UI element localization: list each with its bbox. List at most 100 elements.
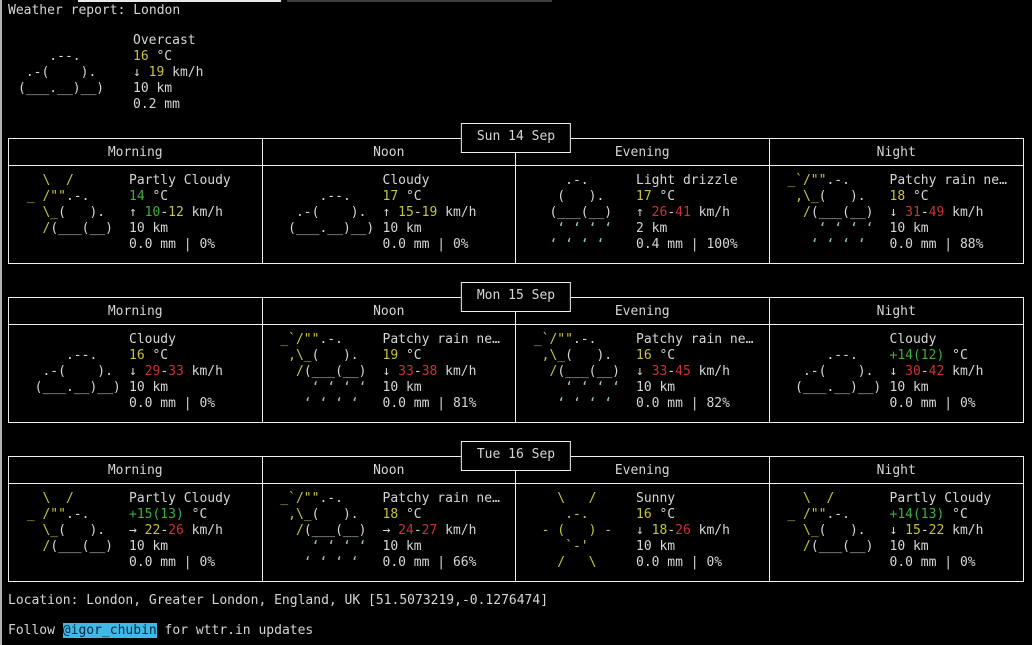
temperature: +14(12) °C: [889, 348, 968, 363]
day-section: Tue 16 Sep Morning Noon Evening Night \ / _ …: [8, 441, 1024, 582]
precipitation: 0.0 mm | 81%: [382, 396, 477, 411]
forecast-cell-info: Patchy rain ne… 19 °C ↓ 33-38 km/h 10 km 0.0…: [383, 332, 500, 422]
follow-prefix: Follow: [8, 623, 63, 638]
forecast-cell: \ / _ /"".-. \_( ). /(___(__) Partly Clo…: [770, 484, 1024, 581]
patchy-rain-icon: _`/"".-. ,\_( ). /(___(__) ‘ ‘ ‘ ‘ ‘ ‘ ‘…: [272, 491, 367, 570]
current-precipitation: 0.2 mm: [133, 97, 180, 112]
temperature: 17 °C: [382, 189, 422, 204]
condition-text: Partly Cloudy: [129, 173, 231, 188]
forecast-cell: \ / .-. - ( ) - `-' / \ Sunny 16 °C ↓ 18-26…: [516, 484, 770, 581]
current-conditions: .--. .-( ). (___.__)__) Overcast 16 °C ↓…: [18, 33, 1032, 113]
current-wind: ↓ 19 km/h: [133, 65, 204, 80]
period-header-night: Night: [769, 457, 1023, 484]
forecast-table: Morning Noon Evening Night \ / _ /"".-. \_(…: [8, 456, 1024, 582]
period-header-night: Night: [769, 139, 1023, 166]
wind: ↓ 15-22 km/h: [889, 523, 984, 538]
forecast-days: Sun 14 Sep Morning Noon Evening Night \ / _ …: [0, 123, 1032, 582]
period-header-evening: Evening: [516, 457, 770, 484]
condition-text: Cloudy: [382, 173, 430, 188]
wind: ↓ 33-38 km/h: [382, 364, 477, 379]
forecast-cell-info: Partly Cloudy +15(13) °C → 22-26 km/h 10 km…: [129, 491, 231, 581]
forecast-cell-info: Cloudy 17 °C ↑ 15-19 km/h 10 km 0.0 mm | 0%: [383, 173, 477, 263]
forecast-cell-info: Partly Cloudy 14 °C ↑ 10-12 km/h 10 km 0.0 m…: [129, 173, 231, 263]
visibility: 10 km: [382, 380, 422, 395]
forecast-cell: \ / _ /"".-. \_( ). /(___(__) Partly Clo…: [9, 166, 263, 263]
temperature: +14(13) °C: [889, 507, 968, 522]
visibility: 10 km: [129, 380, 169, 395]
follow-suffix: for wttr.in updates: [156, 623, 314, 638]
wind: ↑ 10-12 km/h: [129, 205, 223, 220]
date-box: Mon 15 Sep: [460, 282, 572, 312]
condition-text: Patchy rain ne…: [636, 332, 754, 347]
visibility: 10 km: [129, 539, 169, 554]
day-section: Mon 15 Sep Morning Noon Evening Night .--. .…: [8, 282, 1024, 423]
condition-text: Cloudy: [889, 332, 937, 347]
temperature: 19 °C: [382, 348, 422, 363]
forecast-cell: .--. .-( ). (___.__)__) Cloudy 17 °C ↑ 15-…: [263, 166, 516, 263]
condition-text: Cloudy: [129, 332, 176, 347]
precipitation: 0.0 mm | 66%: [382, 555, 477, 570]
forecast-cell-info: Cloudy 16 °C ↓ 29-33 km/h 10 km 0.0 mm | 0%: [129, 332, 223, 422]
temperature: +15(13) °C: [129, 507, 208, 522]
forecast-cell: _`/"".-. ,\_( ). /(___(__) ‘ ‘ ‘ ‘ ‘ ‘ ‘…: [263, 325, 516, 422]
visibility: 10 km: [636, 380, 676, 395]
precipitation: 0.0 mm | 0%: [636, 555, 723, 570]
precipitation: 0.0 mm | 82%: [636, 396, 730, 411]
forecast-cell: _`/"".-. ,\_( ). /(___(__) ‘ ‘ ‘ ‘ ‘ ‘ ‘…: [770, 166, 1024, 263]
cloudy-icon: .--. .-( ). (___.__)__): [779, 348, 882, 395]
precipitation: 0.0 mm | 0%: [889, 555, 976, 570]
visibility: 10 km: [889, 221, 929, 236]
forecast-cell-info: Sunny 16 °C ↓ 18-26 km/h 10 km 0.0 mm | 0%: [636, 491, 730, 581]
period-header-evening: Evening: [516, 139, 770, 166]
sunny-icon: \ / .-. - ( ) - `-' / \: [526, 491, 613, 570]
partly-cloudy-icon: \ / _ /"".-. \_( ). /(___(__): [779, 491, 874, 554]
visibility: 10 km: [129, 221, 169, 236]
condition-text: Partly Cloudy: [889, 491, 992, 506]
current-visibility: 10 km: [133, 81, 173, 96]
period-header-night: Night: [769, 298, 1023, 325]
wind: ↑ 15-19 km/h: [382, 205, 477, 220]
forecast-cell: .-. ( ). (___(__) ‘ ‘ ‘ ‘ ‘ ‘ ‘ ‘ Light d…: [516, 166, 770, 263]
terminal-left-edge: [0, 0, 2, 645]
forecast-cell-info: Patchy rain ne… 18 °C → 24-27 km/h 10 km 0.0…: [383, 491, 500, 581]
forecast-cell-info: Patchy rain ne… 16 °C ↓ 33-45 km/h 10 km 0.0…: [636, 332, 753, 422]
condition-text: Sunny: [636, 491, 676, 506]
current-condition-text: Overcast: [133, 33, 196, 48]
follow-twitter-link[interactable]: @igor_chubin: [62, 623, 157, 638]
current-conditions-info: Overcast 16 °C ↓ 19 km/h 10 km 0.2 mm: [133, 33, 203, 113]
wind: ↓ 29-33 km/h: [129, 364, 223, 379]
temperature: 16 °C: [636, 507, 676, 522]
visibility: 10 km: [889, 380, 929, 395]
condition-text: Patchy rain ne…: [382, 332, 500, 347]
condition-text: Patchy rain ne…: [889, 173, 1007, 188]
date-box: Tue 16 Sep: [460, 441, 572, 471]
patchy-rain-icon: _`/"".-. ,\_( ). /(___(__) ‘ ‘ ‘ ‘ ‘ ‘ ‘…: [272, 332, 367, 411]
wind: ↓ 33-45 km/h: [636, 364, 730, 379]
precipitation: 0.0 mm | 0%: [129, 237, 216, 252]
date-box: Sun 14 Sep: [460, 123, 572, 153]
visibility: 10 km: [636, 539, 676, 554]
wind: ↓ 18-26 km/h: [636, 523, 730, 538]
follow-line: Follow @igor_chubin for wttr.in updates: [8, 623, 1032, 639]
period-header-morning: Morning: [9, 457, 263, 484]
wind: → 22-26 km/h: [129, 523, 223, 538]
precipitation: 0.0 mm | 0%: [129, 396, 216, 411]
precipitation: 0.4 mm | 100%: [636, 237, 738, 252]
condition-text: Patchy rain ne…: [382, 491, 500, 506]
visibility: 10 km: [382, 539, 422, 554]
cutoff-line-artifact-dim: [287, 0, 552, 2]
temperature: 16 °C: [636, 348, 676, 363]
patchy-rain-icon: _`/"".-. ,\_( ). /(___(__) ‘ ‘ ‘ ‘ ‘ ‘ ‘…: [526, 332, 620, 411]
cloudy-icon: .--. .-( ). (___.__)__): [19, 348, 121, 395]
forecast-cell-info: Cloudy +14(12) °C ↓ 30-42 km/h 10 km 0.0 mm …: [890, 332, 984, 422]
partly-cloudy-icon: \ / _ /"".-. \_( ). /(___(__): [19, 173, 113, 236]
visibility: 10 km: [889, 539, 929, 554]
temperature: 18 °C: [382, 507, 422, 522]
forecast-cell-info: Light drizzle 17 °C ↑ 26-41 km/h 2 km 0.4 mm…: [636, 173, 738, 263]
light-drizzle-icon: .-. ( ). (___(__) ‘ ‘ ‘ ‘ ‘ ‘ ‘ ‘: [526, 173, 613, 252]
forecast-cell: .--. .-( ). (___.__)__) Cloudy +14(12) °C…: [770, 325, 1024, 422]
condition-text: Partly Cloudy: [129, 491, 231, 506]
temperature: 17 °C: [636, 189, 676, 204]
wind: ↓ 31-49 km/h: [889, 205, 984, 220]
forecast-table: Morning Noon Evening Night .--. .-( ). (___…: [8, 297, 1024, 423]
